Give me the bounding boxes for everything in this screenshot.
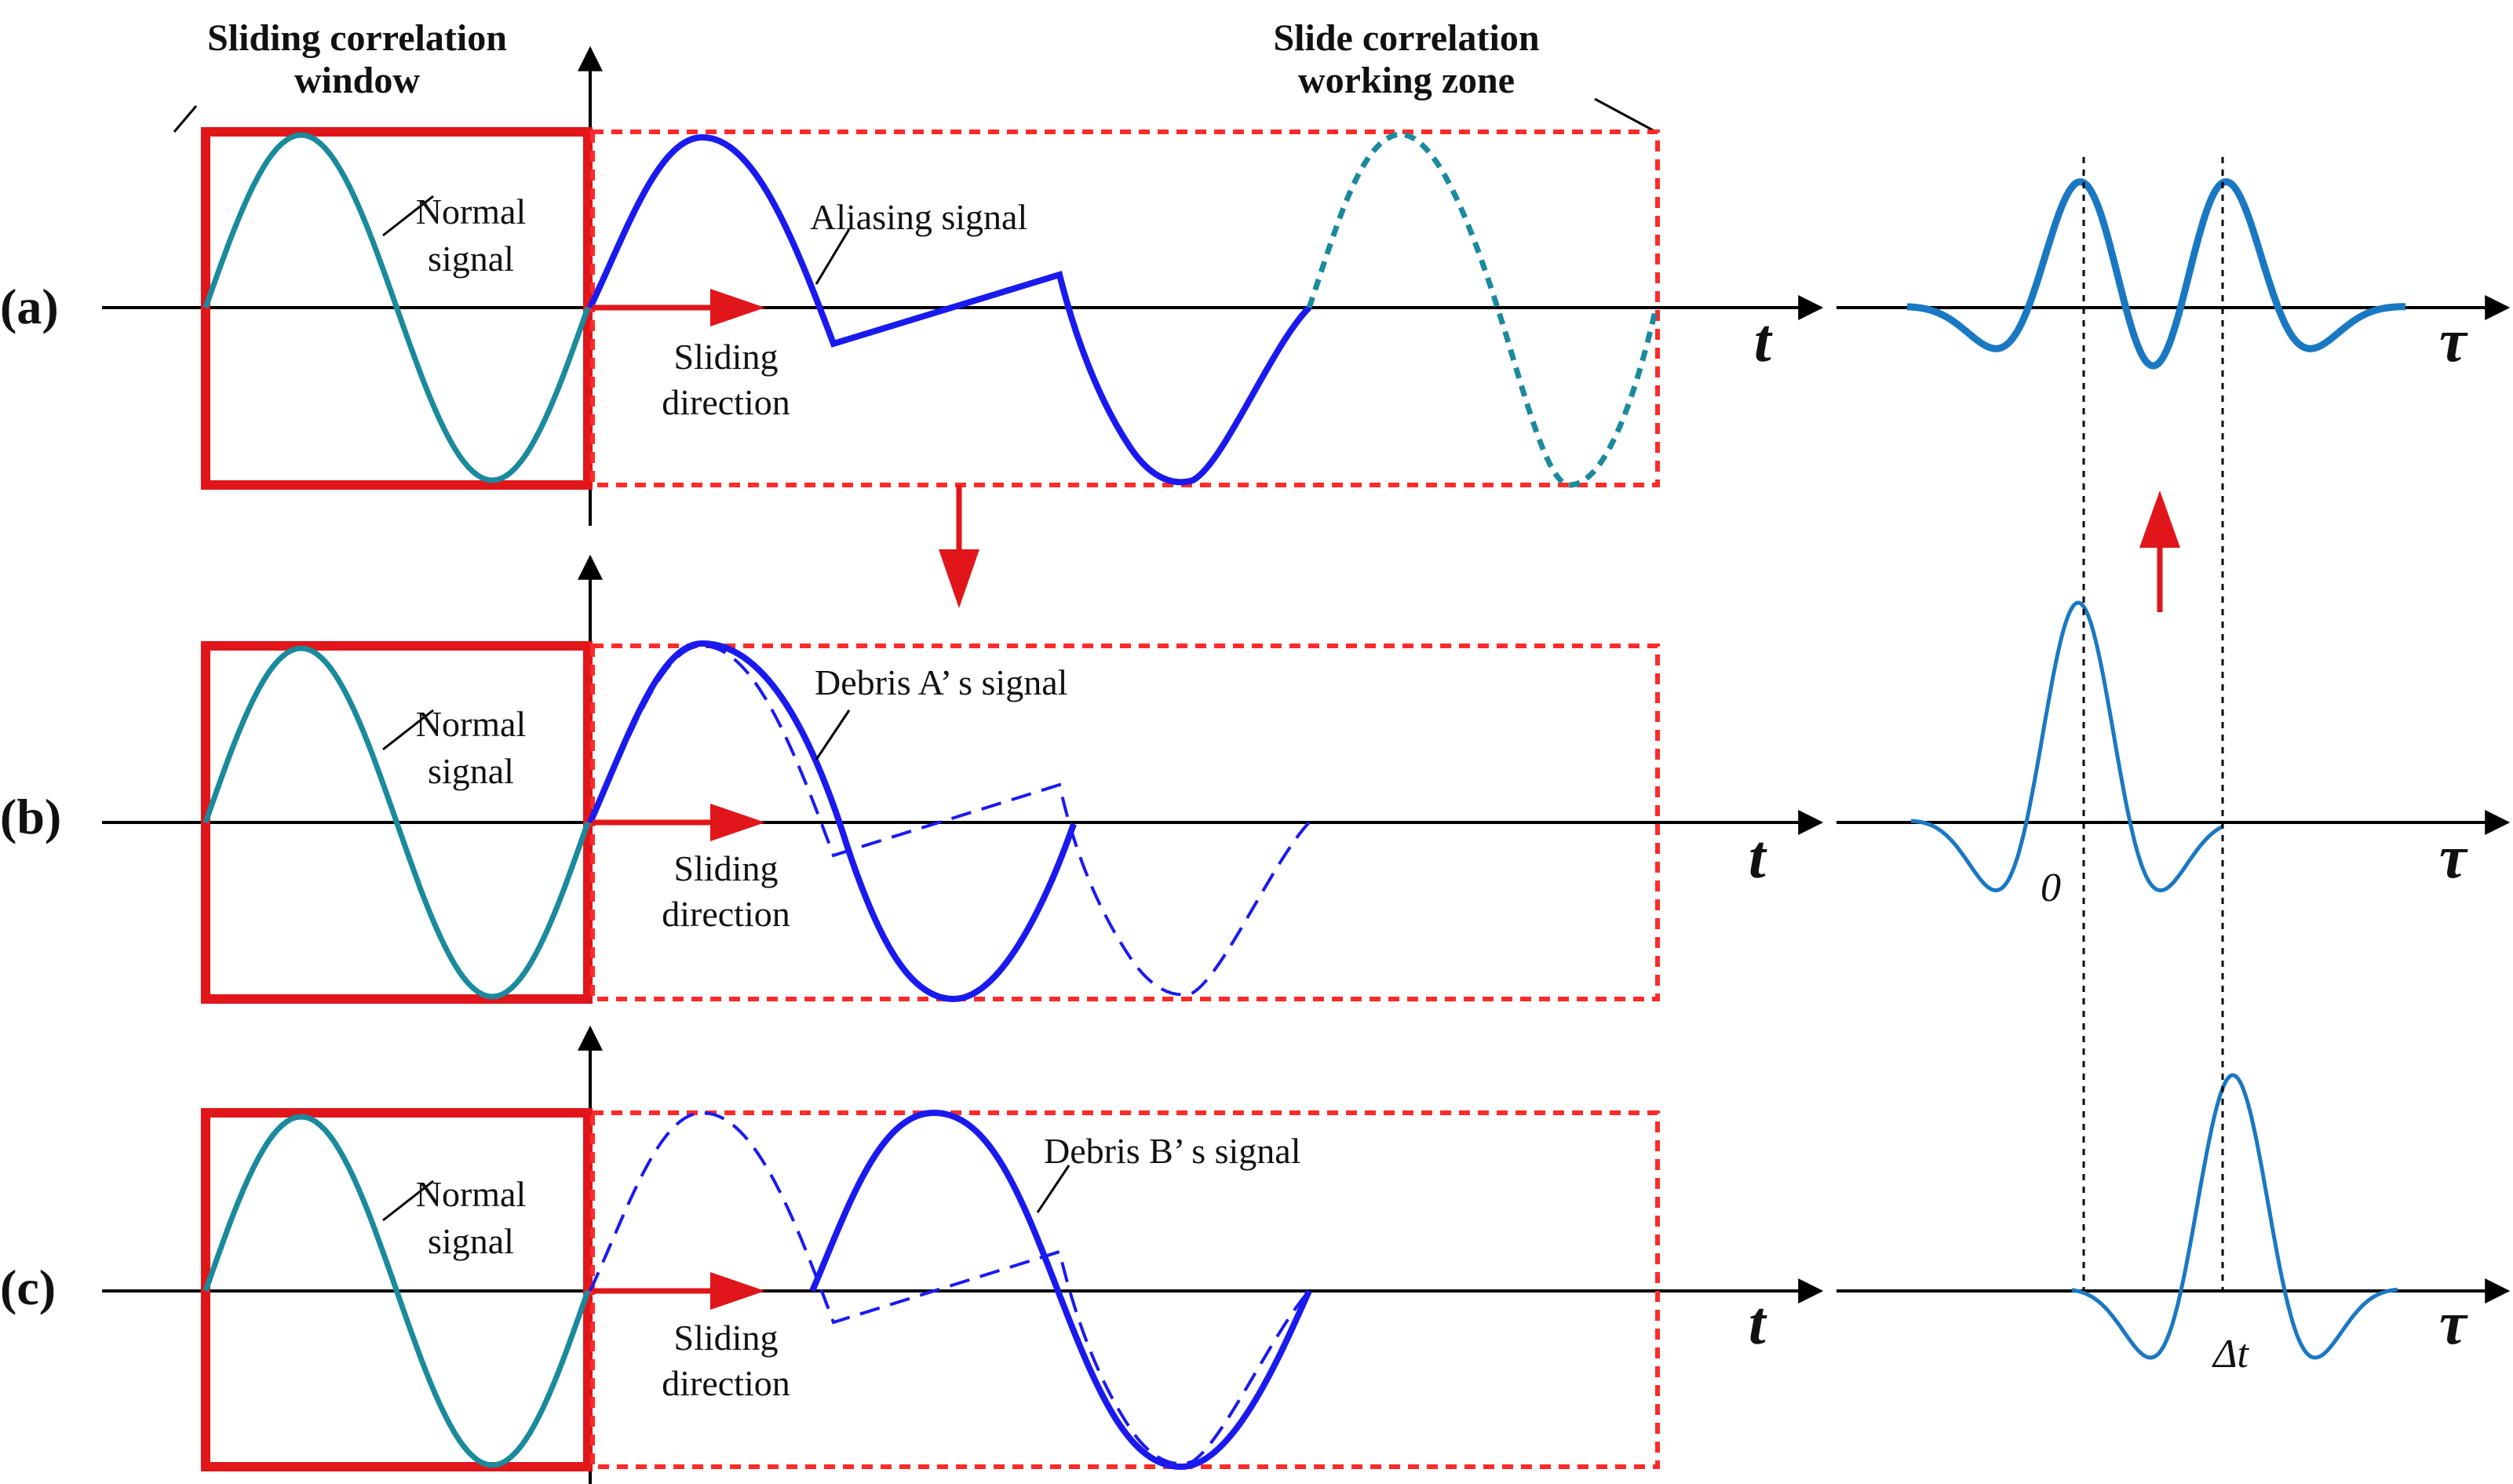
panel-b-correlation-curve xyxy=(1910,600,2224,893)
down-arrow-icon xyxy=(939,485,979,608)
panel-c-normal-label-line1: Normal xyxy=(416,1174,527,1214)
sliding-window-title-line2: window xyxy=(294,60,420,101)
panel-c-label: (c) xyxy=(0,1260,56,1315)
panel-a-aliasing-signal xyxy=(587,133,1311,486)
panel-a: (a) Normal signal Aliasing signal Slidin… xyxy=(0,46,2511,526)
sliding-arrow-icon xyxy=(593,1272,765,1310)
working-zone-title-line1: Slide correlation xyxy=(1273,17,1539,59)
panel-c-correlation-curve xyxy=(2071,1073,2398,1360)
panel-b-label: (b) xyxy=(0,789,61,844)
panel-b-normal-label-line2: signal xyxy=(428,751,514,791)
panel-a-tau-label: τ xyxy=(2439,306,2468,374)
panel-a-direction-label-line1: Sliding xyxy=(674,337,779,377)
sliding-arrow-icon xyxy=(593,289,765,326)
panel-b: (b) Normal signal Debris A’ s signal Sli… xyxy=(0,554,2511,1004)
panel-a-label: (a) xyxy=(0,279,59,334)
panel-a-direction-label-line2: direction xyxy=(662,382,790,422)
panel-b-normal-signal xyxy=(202,645,591,1000)
panel-a-normal-leader xyxy=(382,195,434,237)
panel-b-signal-leader xyxy=(815,709,851,760)
panel-b-signal-label: Debris A’ s signal xyxy=(815,662,1067,702)
zero-marker-label: 0 xyxy=(2041,866,2061,910)
panel-c-tau-label: τ xyxy=(2439,1289,2468,1357)
panel-a-continuation-signal xyxy=(1306,131,1659,488)
panel-a-signal-label: Aliasing signal xyxy=(810,197,1027,237)
sliding-window-leader xyxy=(173,105,198,133)
panel-b-tau-label: τ xyxy=(2439,822,2468,891)
panel-a-t-label: t xyxy=(1754,306,1773,374)
panel-a-normal-signal xyxy=(202,132,591,483)
panel-c-normal-leader xyxy=(382,1180,434,1222)
panel-c-normal-label-line2: signal xyxy=(428,1221,514,1261)
panel-c-signal-label: Debris B’ s signal xyxy=(1044,1131,1301,1171)
panel-c-direction-label-line2: direction xyxy=(662,1363,790,1403)
panel-a-normal-label-line2: signal xyxy=(428,239,514,279)
panel-c: (c) Normal signal Debris B’ s signal Sli… xyxy=(0,1025,2511,1484)
panel-c-normal-signal xyxy=(202,1114,591,1468)
delta-t-marker-label: Δt xyxy=(2212,1332,2250,1376)
panel-a-correlation-curve xyxy=(1906,178,2405,370)
panel-c-aliasing-reference xyxy=(589,1110,1311,1466)
panel-c-debris-b-signal xyxy=(809,1109,1312,1471)
panel-b-direction-label-line1: Sliding xyxy=(674,848,779,888)
sliding-arrow-icon xyxy=(593,804,765,841)
working-zone-leader xyxy=(1594,97,1657,133)
working-zone-title-line2: working zone xyxy=(1298,60,1515,101)
panel-c-signal-leader xyxy=(1036,1165,1070,1213)
panel-b-debris-a-signal xyxy=(587,640,1077,1003)
panel-b-normal-label-line1: Normal xyxy=(416,704,527,744)
panel-c-t-label: t xyxy=(1749,1289,1767,1357)
up-arrow-icon xyxy=(2139,490,2180,612)
panel-b-direction-label-line2: direction xyxy=(662,894,790,934)
sliding-window-title-line1: Sliding correlation xyxy=(207,17,507,59)
panel-c-direction-label-line1: Sliding xyxy=(674,1318,779,1358)
panel-b-normal-leader xyxy=(382,709,434,751)
panel-b-t-label: t xyxy=(1749,822,1767,891)
panel-a-signal-leader xyxy=(815,228,851,285)
panel-a-normal-label-line1: Normal xyxy=(416,191,527,232)
